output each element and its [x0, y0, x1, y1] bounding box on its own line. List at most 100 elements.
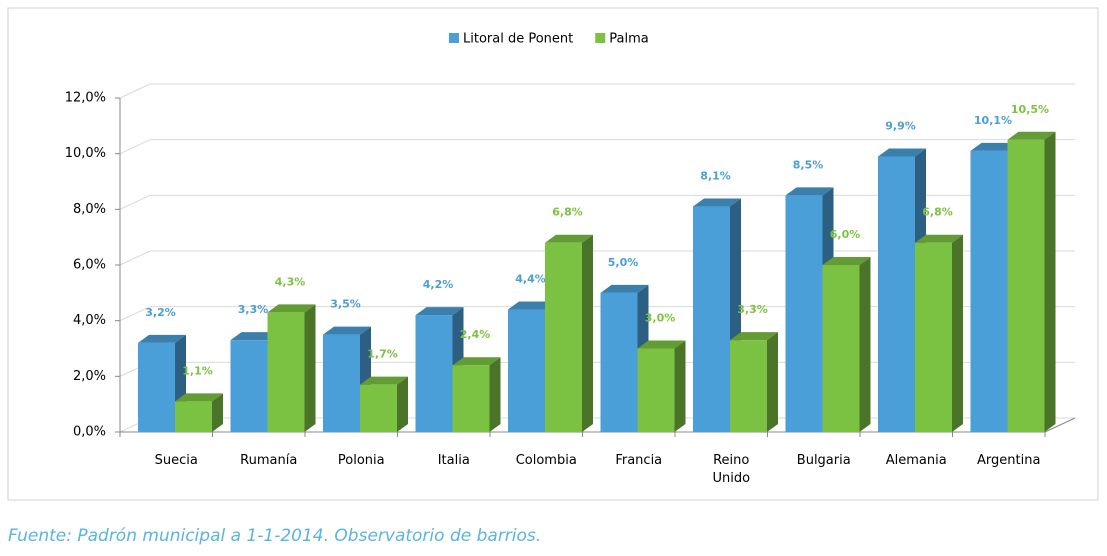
- value-label: 10,1%: [974, 114, 1012, 127]
- bar-top: [970, 142, 1019, 151]
- value-label: 1,1%: [182, 364, 213, 377]
- y-tick-label: 6,0%: [73, 258, 106, 273]
- bar-top: [323, 326, 371, 335]
- bar-top: [452, 357, 501, 366]
- bar: [637, 348, 675, 432]
- bar-top: [267, 304, 316, 313]
- bar-side: [859, 257, 871, 432]
- bar: [415, 315, 453, 432]
- x-tick-label: Polonia: [301, 452, 421, 470]
- bar: [452, 365, 490, 432]
- bar-top: [600, 284, 649, 293]
- value-label: 10,5%: [1011, 103, 1049, 116]
- bar: [822, 265, 860, 432]
- y-tick-label: 4,0%: [73, 313, 106, 328]
- legend-label: Litoral de Ponent: [463, 32, 573, 47]
- value-label: 6,8%: [922, 206, 953, 219]
- legend-label: Palma: [609, 32, 648, 47]
- bar: [970, 150, 1008, 432]
- value-label: 3,0%: [645, 312, 676, 325]
- x-tick-label-text: Reino Unido: [712, 453, 751, 486]
- x-tick-label: Suecia: [116, 452, 236, 470]
- value-label: 8,1%: [700, 170, 731, 183]
- grid-line-side: [119, 306, 151, 322]
- bar: [545, 242, 582, 432]
- bar-top: [693, 198, 741, 207]
- x-tick-label: Italia: [394, 452, 514, 470]
- bar: [693, 206, 730, 432]
- grid-line-side: [119, 83, 151, 99]
- x-tick-label-text: Francia: [615, 453, 663, 468]
- x-tick-label: Francia: [579, 452, 699, 470]
- x-tick-label: Alemania: [856, 452, 976, 470]
- bar-top: [915, 234, 963, 243]
- bar-top: [730, 332, 778, 341]
- x-tick-label: Colombia: [486, 452, 606, 470]
- bar-top: [175, 393, 223, 402]
- x-tick-label-text: Alemania: [885, 453, 947, 468]
- bar: [230, 340, 268, 432]
- x-tick-label-text: Suecia: [154, 453, 198, 468]
- value-label: 2,4%: [460, 328, 491, 341]
- bar: [878, 156, 915, 432]
- value-label: 4,4%: [515, 273, 546, 286]
- bar: [138, 342, 175, 432]
- x-tick-label-text: Italia: [437, 453, 470, 468]
- bar-top: [785, 187, 834, 196]
- x-tick-label-text: Rumanía: [240, 453, 298, 468]
- bar-top: [138, 334, 186, 343]
- x-tick-label-text: Colombia: [515, 453, 577, 468]
- value-label: 5,0%: [608, 256, 639, 269]
- x-tick-label: Bulgaria: [764, 452, 884, 470]
- value-label: 3,2%: [145, 306, 176, 319]
- bar-top: [822, 257, 871, 265]
- bar-top: [360, 376, 408, 385]
- y-tick-label: 0,0%: [73, 425, 106, 440]
- bar: [785, 195, 823, 432]
- value-label: 8,5%: [793, 158, 824, 171]
- y-tick-label: 2,0%: [73, 369, 106, 384]
- bar-side: [212, 393, 223, 432]
- bar-side: [304, 304, 316, 432]
- grid-line-side: [119, 139, 151, 155]
- bar-top: [230, 332, 279, 341]
- bar-top: [1007, 131, 1056, 140]
- bar-top: [637, 340, 686, 349]
- bar: [600, 292, 638, 432]
- bar: [1007, 139, 1045, 432]
- bar-top: [545, 234, 593, 243]
- source-note: Fuente: Padrón municipal a 1-1-2014. Obs…: [8, 526, 542, 546]
- x-tick-label-text: Bulgaria: [796, 453, 851, 468]
- value-label: 3,3%: [737, 303, 768, 316]
- legend-swatch: [595, 33, 606, 43]
- bar-side: [767, 332, 778, 432]
- bar: [915, 242, 952, 432]
- bar: [508, 309, 545, 432]
- x-tick-label: Rumanía: [209, 452, 329, 470]
- value-label: 3,3%: [238, 303, 269, 316]
- x-tick-label: Argentina: [949, 452, 1069, 470]
- y-tick-label: 8,0%: [73, 202, 106, 217]
- grid-line-side: [119, 250, 151, 266]
- grid-line-side: [119, 194, 151, 210]
- legend-swatch: [449, 33, 459, 43]
- y-tick-label: 12,0%: [65, 91, 106, 106]
- bar: [323, 334, 360, 432]
- floor-edge: [1044, 417, 1076, 433]
- bar: [360, 384, 397, 432]
- y-tick-label: 10,0%: [65, 146, 106, 161]
- value-label: 4,3%: [275, 275, 306, 288]
- value-label: 1,7%: [367, 348, 398, 361]
- value-label: 6,8%: [552, 206, 583, 219]
- bar-side: [582, 234, 593, 432]
- x-tick-label-text: Argentina: [977, 453, 1041, 468]
- bar: [175, 401, 212, 432]
- value-label: 6,0%: [830, 228, 861, 241]
- value-label: 4,2%: [423, 278, 454, 291]
- bar-side: [1044, 131, 1056, 432]
- bar-side: [397, 376, 408, 432]
- bar-top: [415, 307, 464, 316]
- bar-side: [489, 357, 501, 432]
